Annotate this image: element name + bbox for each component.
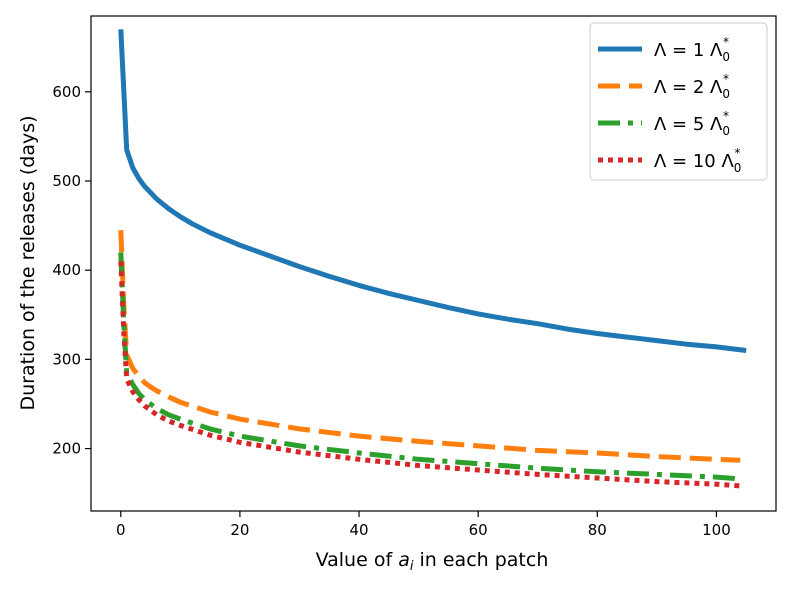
legend-label-3: Λ = 5 Λ0* bbox=[654, 109, 730, 138]
legend-box bbox=[589, 22, 768, 181]
legend-label-main: Λ = 10 Λ bbox=[654, 151, 734, 172]
x-axis-label-prefix: Value of bbox=[316, 549, 399, 571]
legend-label-1: Λ = 1 Λ0* bbox=[654, 35, 730, 64]
legend-label-main: Λ = 5 Λ bbox=[654, 114, 723, 135]
legend-label-sub: 0 bbox=[722, 50, 730, 64]
y-axis-ticks: 200 300 400 500 600 bbox=[52, 83, 91, 458]
series-line-4 bbox=[118, 261, 741, 489]
legend-label-sup: * bbox=[723, 72, 729, 86]
legend-label-sup: * bbox=[723, 35, 729, 49]
y-tick-label: 500 bbox=[52, 172, 81, 190]
x-axis-label-variable: a bbox=[398, 549, 410, 571]
x-tick-label: 40 bbox=[349, 521, 368, 539]
x-axis-label-suffix: in each patch bbox=[413, 549, 548, 571]
x-axis-ticks: 0 20 40 60 80 100 bbox=[116, 511, 731, 539]
y-tick-label: 400 bbox=[52, 261, 81, 279]
legend: Λ = 1 Λ0*Λ = 2 Λ0*Λ = 5 Λ0*Λ = 10 Λ0* bbox=[589, 22, 768, 181]
y-tick-label: 200 bbox=[52, 440, 81, 458]
x-tick-label: 100 bbox=[702, 521, 731, 539]
legend-label-sub: 0 bbox=[722, 124, 730, 138]
x-axis-label-subscript: i bbox=[410, 559, 414, 574]
series-line-2 bbox=[118, 230, 741, 463]
legend-label-2: Λ = 2 Λ0* bbox=[654, 72, 730, 101]
series-line-3 bbox=[118, 252, 741, 482]
legend-label-sup: * bbox=[734, 146, 740, 160]
axes-frame bbox=[90, 15, 777, 512]
x-axis-label: Value of ai in each patch bbox=[316, 549, 549, 574]
series-line-1 bbox=[118, 29, 747, 353]
y-tick-label: 300 bbox=[52, 350, 81, 368]
y-tick-label: 600 bbox=[52, 83, 81, 101]
legend-label-sup: * bbox=[723, 109, 729, 123]
legend-label-sub: 0 bbox=[722, 87, 730, 101]
legend-label-main: Λ = 1 Λ bbox=[654, 40, 723, 61]
legend-label-4: Λ = 10 Λ0* bbox=[654, 146, 741, 175]
legend-label-main: Λ = 2 Λ bbox=[654, 77, 723, 98]
legend-label-sub: 0 bbox=[734, 161, 742, 175]
y-axis-label: Duration of the releases (days) bbox=[17, 115, 39, 410]
x-tick-label: 0 bbox=[116, 521, 126, 539]
x-tick-label: 20 bbox=[230, 521, 249, 539]
series-layer bbox=[118, 29, 747, 489]
x-tick-label: 60 bbox=[469, 521, 488, 539]
x-tick-label: 80 bbox=[588, 521, 607, 539]
